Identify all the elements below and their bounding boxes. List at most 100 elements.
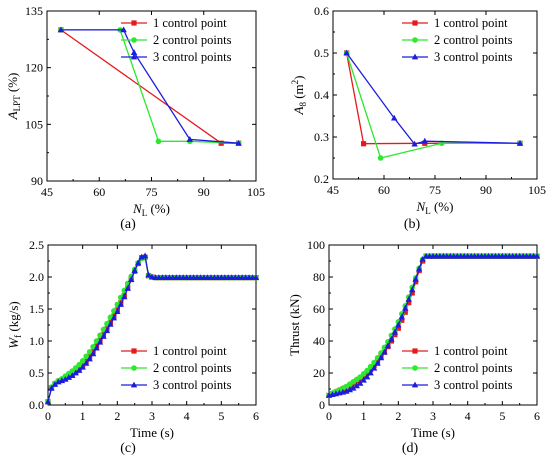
data-point — [65, 374, 72, 380]
data-point — [97, 332, 103, 339]
data-point — [363, 373, 371, 380]
y-tick-label: 0.4 — [314, 88, 329, 102]
data-point — [367, 363, 374, 370]
data-point — [235, 139, 242, 146]
legend-item: 3 control points — [402, 50, 513, 64]
legend-item: 3 control points — [121, 50, 232, 64]
legend-label: 2 control points — [153, 361, 232, 375]
x-tick-label: 3 — [149, 409, 155, 423]
legend-item: 1 control point — [121, 16, 227, 30]
data-point — [367, 369, 374, 376]
legend-marker — [130, 381, 138, 388]
data-point — [377, 155, 384, 161]
chart-panel-c: 0 1 2 3 4 5 6 0.0 0.5 1.0 1.5 2.0 2.5 Time (s) Wf (kg/… — [6, 238, 260, 456]
y-tick-label: 0 — [319, 398, 325, 412]
data-point — [186, 136, 194, 142]
x-tick-label: 5 — [218, 409, 224, 423]
data-point — [86, 355, 93, 362]
y-axis-label: ALPT (%) — [5, 73, 22, 121]
data-point — [364, 367, 370, 374]
y-tick-label: 80 — [313, 270, 325, 284]
legend-marker — [411, 381, 419, 388]
legend-item: 2 control points — [402, 33, 513, 47]
data-point — [411, 140, 418, 147]
y-tick-label: 1.0 — [29, 334, 44, 348]
x-tick-label: 60 — [93, 185, 105, 199]
legend-item: 3 control points — [121, 378, 232, 392]
data-point — [419, 256, 426, 262]
data-point — [343, 388, 350, 394]
data-point — [415, 265, 423, 272]
data-point — [57, 26, 65, 33]
x-tick-label: 45 — [41, 185, 53, 199]
x-tick-label: 4 — [184, 409, 190, 423]
legend-item: 1 control point — [402, 16, 508, 30]
series-3 — [325, 252, 541, 398]
legend-label: 1 control point — [153, 16, 227, 30]
y-tick-label: 105 — [25, 117, 43, 131]
data-point — [110, 314, 118, 321]
data-point — [155, 138, 162, 145]
series-3 — [57, 26, 242, 146]
x-tick-label: 4 — [465, 409, 471, 423]
data-point — [402, 304, 409, 311]
data-point — [89, 350, 97, 357]
data-point — [218, 140, 224, 146]
y-tick-label: 0.5 — [314, 46, 329, 60]
x-tick-label: 75 — [146, 185, 158, 199]
x-tick-label: 60 — [378, 183, 390, 197]
legend: 1 control point 2 control points 3 control… — [121, 344, 232, 392]
x-tick-label: 0 — [45, 409, 51, 423]
data-point — [399, 317, 405, 323]
data-point — [128, 276, 135, 282]
data-point — [96, 338, 104, 345]
x-tick-label: 2 — [114, 409, 120, 423]
data-point — [134, 259, 142, 266]
legend-marker — [412, 37, 418, 43]
data-point — [384, 342, 392, 349]
chart-panel-a: 45 60 75 90 105 90 105 120 135 NL (%) ALPT (%) 1 co… — [5, 4, 265, 232]
data-point — [353, 382, 360, 389]
legend-label: 1 control point — [434, 344, 508, 358]
data-point — [395, 325, 401, 331]
data-point — [377, 354, 385, 361]
legend-marker — [412, 365, 418, 371]
data-point — [114, 308, 121, 314]
data-point — [402, 309, 408, 315]
y-tick-label: 40 — [313, 334, 325, 348]
series-3 — [343, 49, 524, 147]
legend-label: 2 control points — [434, 361, 513, 375]
data-point — [374, 360, 381, 366]
panel-caption: (a) — [120, 217, 136, 232]
data-point — [409, 286, 416, 293]
data-point — [69, 372, 76, 378]
legend-item: 1 control point — [121, 344, 227, 358]
data-point — [388, 336, 395, 342]
data-point — [141, 252, 149, 259]
data-point — [406, 300, 412, 306]
data-point — [346, 386, 353, 393]
data-point — [395, 321, 402, 328]
series-line — [345, 52, 520, 159]
x-tick-label: 6 — [253, 409, 259, 423]
data-point — [93, 344, 100, 351]
data-point — [44, 398, 52, 405]
legend-marker — [131, 365, 137, 371]
data-point — [48, 384, 55, 391]
data-point — [100, 333, 107, 339]
data-point — [412, 276, 419, 282]
series-3 — [44, 252, 260, 405]
x-tick-label: 45 — [327, 183, 339, 197]
legend-marker — [412, 20, 418, 26]
data-point — [103, 327, 111, 334]
legend: 1 control point 2 control points 3 control… — [402, 16, 513, 64]
data-point — [409, 290, 415, 296]
series-1 — [344, 50, 523, 147]
y-axis-label: Thrust (kN) — [287, 294, 302, 356]
data-point — [83, 353, 89, 360]
y-tick-label: 20 — [313, 366, 325, 380]
x-axis-label: Time (s) — [130, 425, 174, 440]
data-point — [391, 114, 398, 121]
